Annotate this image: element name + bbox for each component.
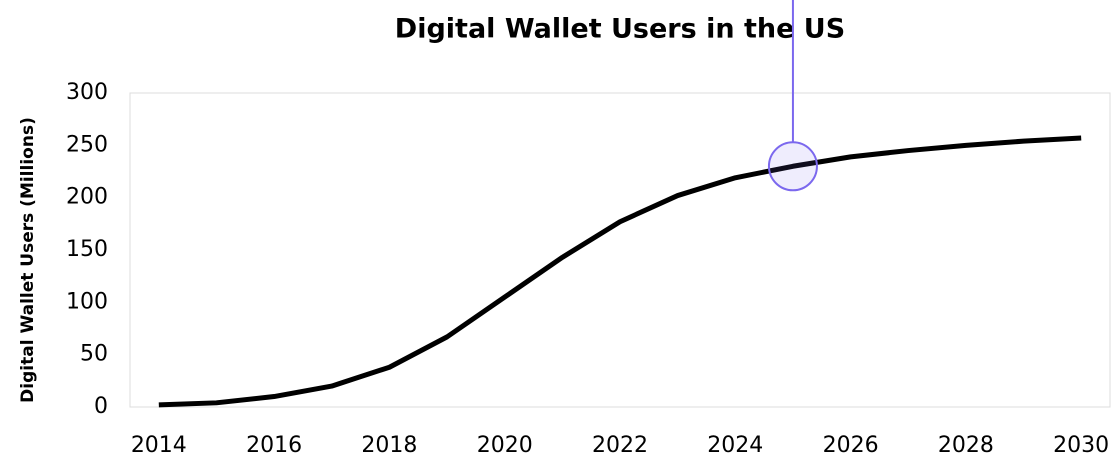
y-tick-label: 200 — [66, 185, 108, 210]
x-tick-label: 2020 — [477, 433, 533, 458]
y-tick-label: 0 — [94, 394, 108, 419]
y-tick-label: 100 — [66, 289, 108, 314]
y-tick-label: 300 — [66, 80, 108, 105]
highlight-marker — [767, 141, 818, 192]
x-tick-label: 2030 — [1053, 433, 1109, 458]
x-tick-label: 2022 — [592, 433, 648, 458]
x-tick-label: 2018 — [361, 433, 417, 458]
line — [158, 135, 1082, 408]
y-tick-label: 150 — [66, 237, 108, 262]
x-tick-label: 2028 — [938, 433, 994, 458]
x-tick-label: 2026 — [823, 433, 879, 458]
plot-frame — [129, 92, 1111, 408]
chart-title: Digital Wallet Users in the US — [395, 14, 845, 45]
y-tick-label: 50 — [80, 342, 108, 367]
x-tick-label: 2016 — [246, 433, 302, 458]
x-tick-label: 2024 — [707, 433, 763, 458]
y-tick-label: 250 — [66, 132, 108, 157]
y-axis-label: Digital Wallet Users (Millions) — [18, 117, 38, 403]
x-tick-label: 2014 — [131, 433, 187, 458]
